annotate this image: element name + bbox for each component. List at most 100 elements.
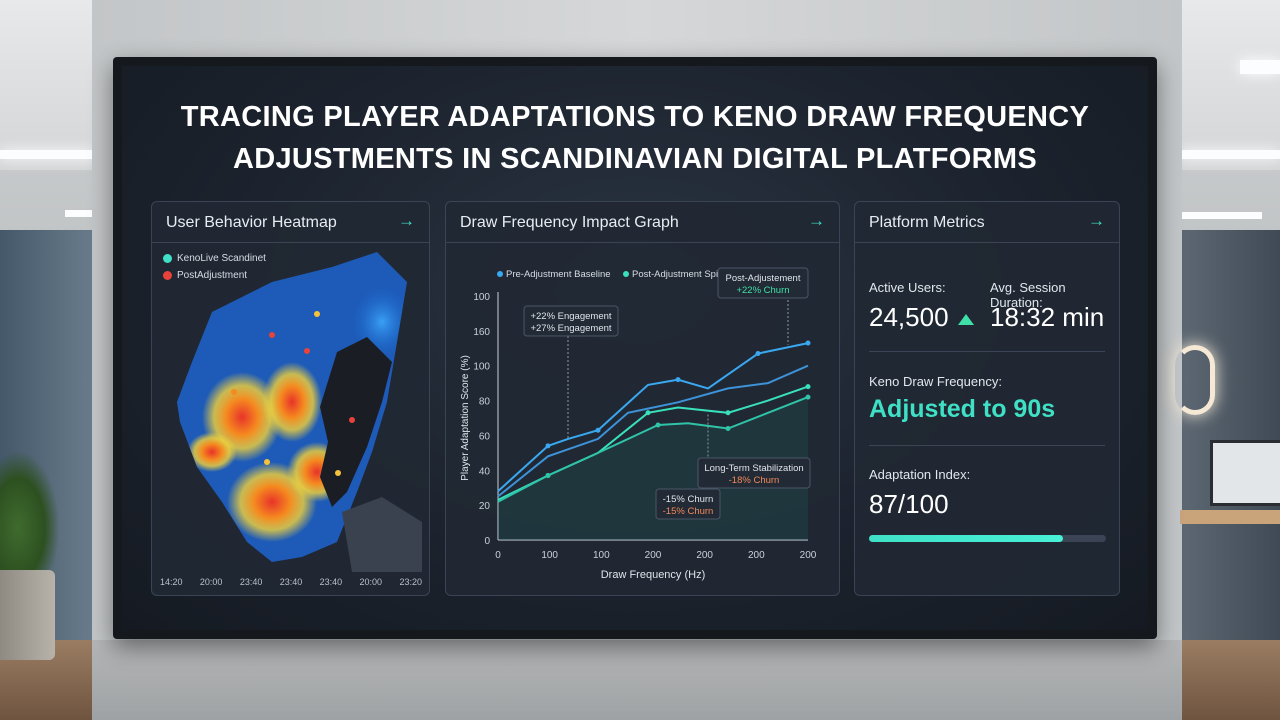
scandinavia-heatmap-map[interactable] — [152, 242, 429, 572]
series-line — [497, 364, 809, 498]
impact-graph-header: Draw Frequency Impact Graph → — [446, 202, 839, 243]
dashboard-screen: TRACING PLAYER ADAPTATIONS TO KENO DRAW … — [122, 66, 1148, 630]
avg-session-value: 18:32 min — [990, 302, 1105, 332]
data-point — [675, 377, 681, 383]
heatmap-panel-title: User Behavior Heatmap — [166, 214, 337, 231]
y-tick-label: 100 — [473, 362, 490, 373]
data-point — [595, 427, 601, 433]
platform-metrics-panel: Platform Metrics → Active Users: 24,500 … — [854, 201, 1120, 596]
impact-graph-title: Draw Frequency Impact Graph — [460, 214, 679, 231]
plant-icon — [0, 450, 60, 580]
x-tick-label: 100 — [593, 550, 610, 561]
legend-label: Post-Adjustment Spike — [632, 269, 728, 280]
time-label: 23:40 — [239, 577, 263, 587]
avg-session-label: Avg. Session Duration: — [990, 280, 1066, 310]
platform-metrics-header: Platform Metrics → — [855, 202, 1119, 243]
churn-annotation-value: -15% Churn — [663, 506, 714, 517]
post-adjustment-annotation-value: +22% Churn — [736, 285, 789, 296]
post-adjustment-annotation-box — [717, 267, 809, 299]
arrow-right-icon[interactable]: → — [808, 211, 825, 230]
data-point — [805, 384, 811, 390]
stabilization-annotation-box — [697, 457, 811, 489]
divider — [869, 445, 1105, 446]
time-label: 20:00 — [359, 577, 383, 587]
ceiling-light — [1240, 60, 1280, 74]
engagement-annotation-value: +27% Engagement — [530, 323, 611, 334]
y-tick-label: 80 — [479, 397, 491, 408]
ceiling-light — [0, 150, 95, 159]
legend-dot-icon — [497, 271, 503, 277]
ring-lamp — [1175, 345, 1215, 415]
adaptation-progress-fill — [869, 535, 1064, 542]
impact-line-chart[interactable]: 0 20 40 60 80 100 160 100 0 100 100 200 200 200 200 Dra… — [446, 244, 839, 594]
data-point — [545, 443, 551, 449]
plant-pot — [0, 570, 55, 660]
x-tick-label: 200 — [800, 550, 817, 561]
time-label: 23:40 — [319, 577, 343, 587]
adaptation-index-label: Adaptation Index: — [869, 467, 971, 482]
legend-label: KenoLive Scandinet — [177, 253, 266, 264]
engagement-annotation-box — [523, 305, 619, 337]
arrow-right-icon[interactable]: → — [1088, 211, 1105, 230]
ceiling-light — [1180, 150, 1280, 159]
title-line-2: ADJUSTMENTS IN SCANDINAVIAN DIGITAL PLAT… — [232, 143, 1038, 175]
legend-dot-icon — [623, 271, 629, 277]
churn-annotation-box — [655, 488, 721, 520]
time-label: 14:20 — [160, 577, 183, 587]
stabilization-annotation-title: Long-Term Stabilization — [704, 463, 803, 474]
y-axis-label: Player Adaptation Score (%) — [460, 355, 471, 481]
y-tick-label: 60 — [479, 431, 491, 442]
y-tick-label: 0 — [484, 536, 490, 547]
data-point — [725, 425, 731, 431]
title-line-1: TRACING PLAYER ADAPTATIONS TO KENO DRAW … — [180, 101, 1090, 133]
stabilization-annotation-value: -18% Churn — [729, 475, 780, 486]
legend-dot-icon — [163, 271, 172, 280]
data-point — [645, 410, 651, 416]
x-axis-label: Draw Frequency (Hz) — [601, 569, 706, 581]
data-point — [805, 394, 811, 400]
active-users-label: Active Users: — [869, 280, 946, 295]
adaptation-index-value: 87/100 — [869, 489, 949, 519]
legend-dot-icon — [163, 254, 172, 263]
impact-graph-panel: Draw Frequency Impact Graph → 0 20 40 60 80 1… — [445, 201, 840, 596]
trend-up-icon — [958, 314, 974, 325]
y-tick-label: 160 — [473, 327, 490, 338]
series-area — [498, 397, 808, 540]
y-tick-label: 100 — [473, 292, 490, 303]
x-tick-label: 200 — [645, 550, 662, 561]
data-point — [725, 410, 731, 416]
y-tick-label: 40 — [479, 466, 491, 477]
wall-base — [92, 640, 1182, 720]
time-label: 23:40 — [279, 577, 303, 587]
series-line — [497, 342, 809, 492]
heatmap-time-axis: 14:20 20:00 23:40 23:40 23:40 20:00 23:2… — [160, 577, 422, 587]
x-tick-label: 0 — [495, 550, 501, 561]
heatmap-panel-header: User Behavior Heatmap → — [152, 202, 429, 243]
series-line — [497, 396, 809, 503]
y-tick-label: 20 — [479, 501, 491, 512]
adaptation-progress-bar — [869, 535, 1106, 542]
arrow-right-icon[interactable]: → — [398, 211, 415, 230]
divider — [869, 351, 1105, 352]
keno-frequency-value: Adjusted to 90s — [869, 395, 1056, 423]
legend-label: PostAdjustment — [177, 270, 248, 281]
active-users-value: 24,500 — [869, 302, 949, 332]
office-desk — [1180, 510, 1280, 524]
heatmap-panel: User Behavior Heatmap → KenoLive Scandin… — [151, 201, 430, 596]
data-point — [655, 422, 661, 428]
data-point — [805, 340, 811, 346]
data-point — [755, 351, 761, 357]
time-label: 23:20 — [399, 577, 422, 587]
post-adjustment-annotation-title: Post-Adjustement — [726, 273, 801, 284]
engagement-annotation-title: +22% Engagement — [530, 311, 611, 322]
ceiling-light — [65, 210, 95, 217]
x-tick-label: 200 — [696, 550, 713, 561]
time-label: 20:00 — [199, 577, 223, 587]
legend-label: Pre-Adjustment Baseline — [506, 269, 611, 280]
x-tick-label: 200 — [748, 550, 765, 561]
platform-metrics-title: Platform Metrics — [869, 214, 985, 231]
data-point — [545, 473, 551, 479]
ceiling-light — [1182, 212, 1262, 219]
keno-frequency-label: Keno Draw Frequency: — [869, 374, 1002, 389]
office-monitor — [1210, 440, 1280, 506]
